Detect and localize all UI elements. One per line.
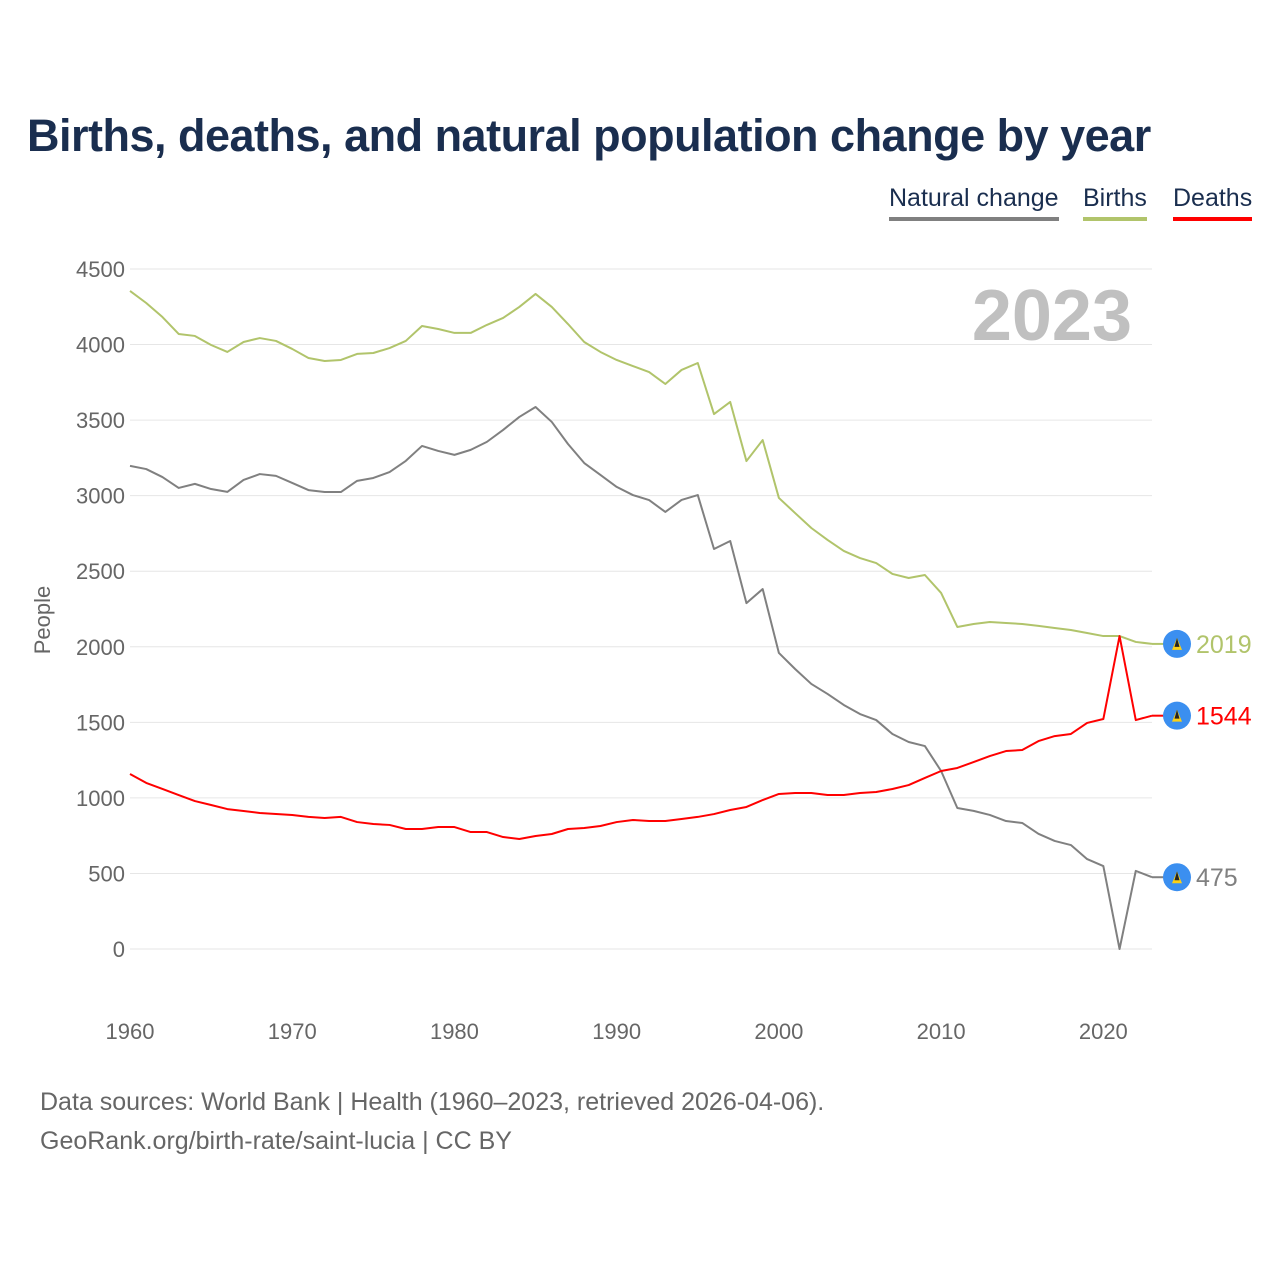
y-axis-label: People [30, 586, 55, 655]
y-tick-label: 1000 [76, 786, 125, 811]
y-tick-label: 2500 [76, 559, 125, 584]
legend-natural-change[interactable]: Natural change [889, 184, 1059, 221]
y-tick-label: 1500 [76, 710, 125, 735]
y-tick-label: 4500 [76, 257, 125, 282]
x-tick-label: 2000 [754, 1019, 803, 1044]
source-note: Data sources: World Bank | Health (1960–… [40, 1088, 825, 1116]
y-tick-label: 4000 [76, 333, 125, 358]
y-tick-label: 2000 [76, 635, 125, 660]
x-tick-label: 1970 [268, 1019, 317, 1044]
natural-change-end-label: 475 [1196, 864, 1238, 892]
births-end-marker[interactable]: 2019 [1152, 629, 1252, 659]
x-tick-label: 2010 [917, 1019, 966, 1044]
deaths-line[interactable] [129, 635, 1153, 840]
source-link[interactable]: GeoRank.org/birth-rate/saint-lucia | CC … [40, 1127, 512, 1155]
x-tick-label: 1980 [430, 1019, 479, 1044]
y-tick-label: 3000 [76, 484, 125, 509]
year-watermark: 2023 [972, 276, 1132, 356]
x-tick-label: 1960 [106, 1019, 155, 1044]
legend-births[interactable]: Births [1083, 184, 1147, 221]
x-tick-label: 1990 [592, 1019, 641, 1044]
y-tick-label: 0 [113, 937, 125, 962]
natural-change-end-marker[interactable]: 475 [1152, 863, 1238, 892]
chart-title: Births, deaths, and natural population c… [27, 110, 1151, 161]
x-tick-label: 2020 [1079, 1019, 1128, 1044]
natural-change-line[interactable] [129, 405, 1153, 950]
y-tick-label: 500 [88, 861, 125, 886]
legend-deaths[interactable]: Deaths [1173, 184, 1253, 221]
births-end-label: 2019 [1196, 631, 1252, 659]
deaths-end-marker[interactable]: 1544 [1152, 701, 1252, 731]
births-line[interactable] [129, 290, 1153, 645]
y-tick-label: 3500 [76, 408, 125, 433]
deaths-end-label: 1544 [1196, 703, 1252, 731]
